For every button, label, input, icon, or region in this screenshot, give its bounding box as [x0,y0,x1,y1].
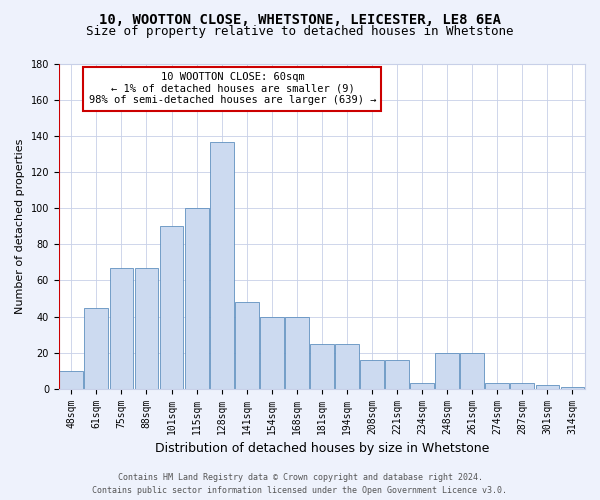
Bar [511,384,534,388]
Bar [536,385,559,388]
Bar [285,316,309,388]
Text: 10, WOOTTON CLOSE, WHETSTONE, LEICESTER, LE8 6EA: 10, WOOTTON CLOSE, WHETSTONE, LEICESTER,… [99,12,501,26]
Bar [485,384,509,388]
Bar [110,268,133,388]
Bar [134,268,158,388]
Bar [460,352,484,388]
Bar [560,387,584,388]
X-axis label: Distribution of detached houses by size in Whetstone: Distribution of detached houses by size … [155,442,489,455]
Text: 10 WOOTTON CLOSE: 60sqm
← 1% of detached houses are smaller (9)
98% of semi-deta: 10 WOOTTON CLOSE: 60sqm ← 1% of detached… [89,72,376,106]
Bar [160,226,184,388]
Bar [385,360,409,388]
Bar [210,142,233,388]
Text: Size of property relative to detached houses in Whetstone: Size of property relative to detached ho… [86,25,514,38]
Bar [335,344,359,388]
Bar [185,208,209,388]
Y-axis label: Number of detached properties: Number of detached properties [15,138,25,314]
Bar [360,360,384,388]
Bar [260,316,284,388]
Bar [435,352,459,388]
Bar [410,384,434,388]
Bar [59,370,83,388]
Bar [85,308,108,388]
Bar [235,302,259,388]
Bar [310,344,334,388]
Text: Contains HM Land Registry data © Crown copyright and database right 2024.
Contai: Contains HM Land Registry data © Crown c… [92,473,508,495]
